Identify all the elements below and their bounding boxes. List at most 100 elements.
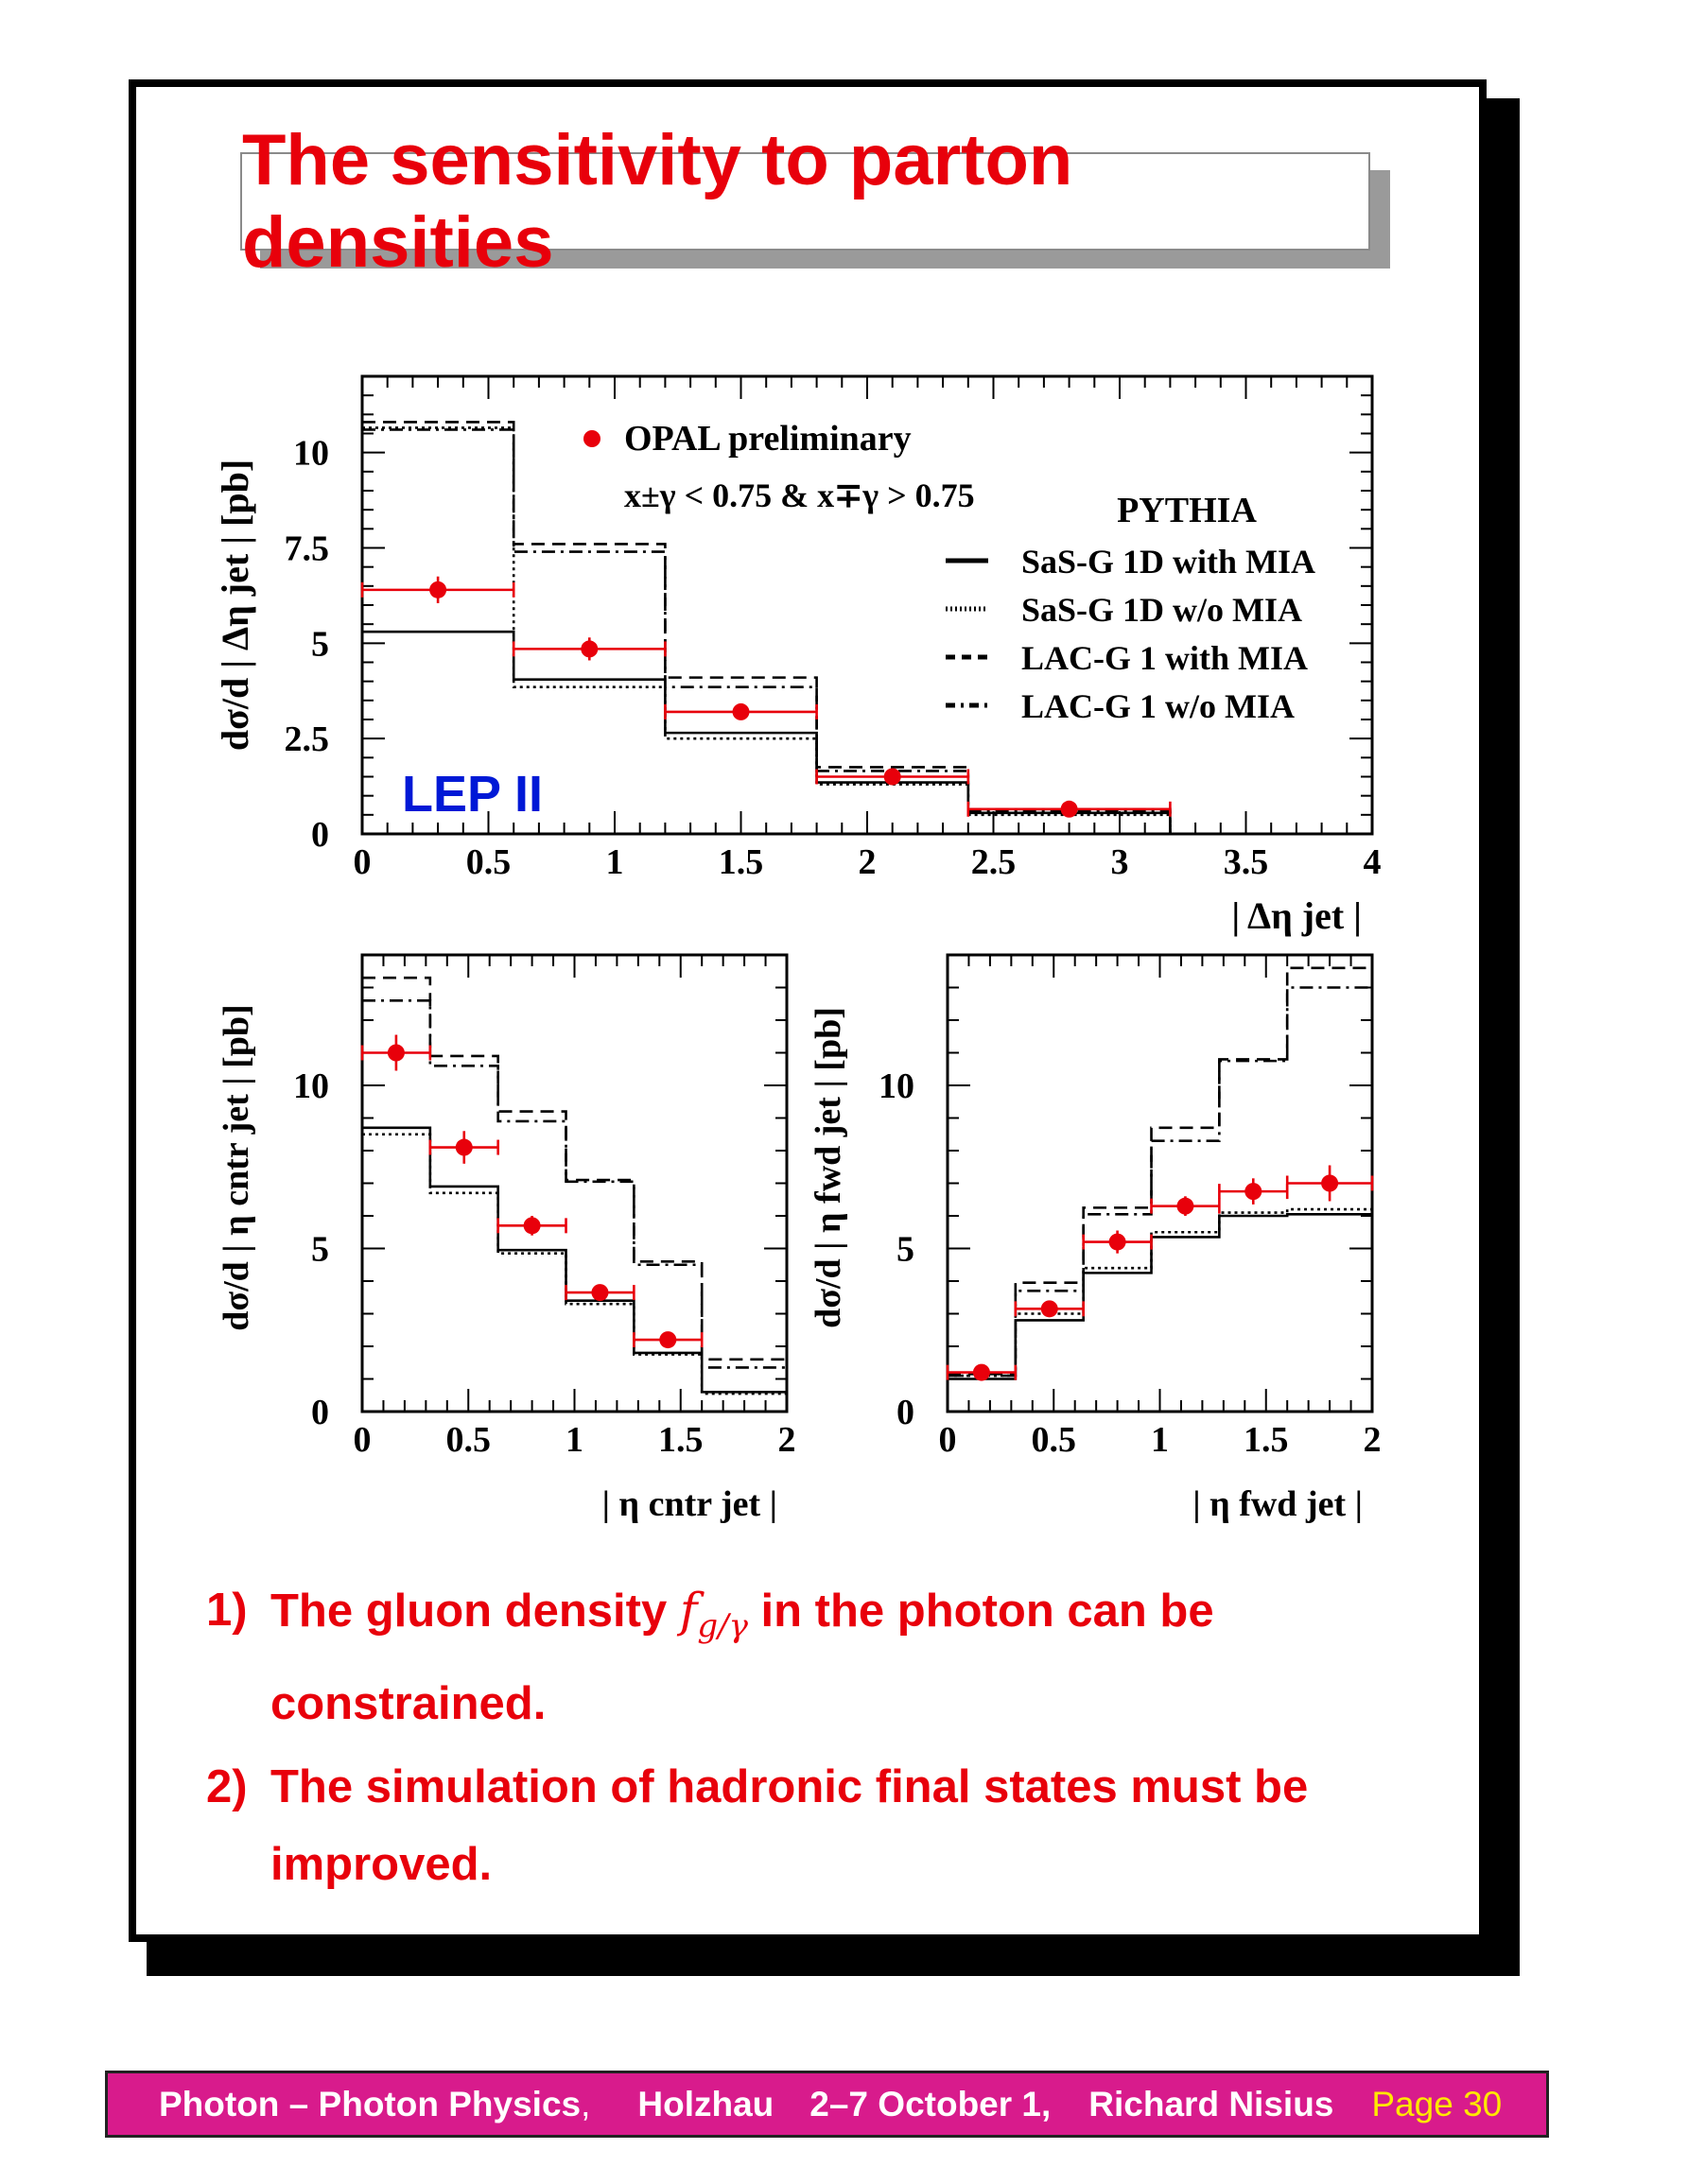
y-tick-label: 5 bbox=[896, 1230, 914, 1270]
data-point bbox=[360, 1034, 432, 1071]
legend-cut-label: x±γ < 0.75 & x∓γ > 0.75 bbox=[624, 477, 975, 514]
y-tick-label: 10 bbox=[879, 1066, 914, 1106]
series-line-dashdot bbox=[362, 428, 1372, 836]
data-point bbox=[565, 1284, 635, 1302]
legend-data-marker bbox=[583, 430, 600, 447]
data-point bbox=[946, 1363, 1018, 1381]
y-tick-label: 5 bbox=[311, 1230, 329, 1270]
data-marker bbox=[1040, 1300, 1058, 1318]
data-marker bbox=[1176, 1197, 1194, 1215]
plot-frame bbox=[360, 953, 789, 1413]
data-marker bbox=[591, 1284, 609, 1302]
x-tick-label: 2 bbox=[778, 1420, 796, 1460]
data-marker bbox=[732, 702, 750, 720]
y-tick-label: 10 bbox=[293, 1066, 329, 1106]
chart-panel-top: 0 0.5 1 1.5 2 2.5 3 3.5 4 0 2.5 5 7.5 10 | Δη jet | dσ/… bbox=[214, 374, 1382, 937]
data-point bbox=[512, 637, 667, 661]
series-line-dashed bbox=[948, 966, 1372, 1376]
conclusion-number: 2) bbox=[206, 1761, 248, 1812]
x-tick-label: 2.5 bbox=[971, 842, 1017, 882]
data-marker bbox=[523, 1217, 541, 1235]
x-axis-label: | η cntr jet | bbox=[602, 1484, 777, 1524]
x-axis-label: | Δη jet | bbox=[1231, 894, 1362, 937]
x-tick-label: 0.5 bbox=[1032, 1420, 1077, 1460]
y-axis-label: dσ/d | Δη jet | [pb] bbox=[214, 459, 256, 751]
data-point bbox=[966, 800, 1172, 818]
y-tick-label: 0 bbox=[896, 1393, 914, 1432]
data-point bbox=[633, 1331, 704, 1349]
data-marker bbox=[1060, 800, 1078, 818]
math-subscript: g/γ bbox=[697, 1607, 748, 1645]
y-tick-label: 0 bbox=[311, 1393, 329, 1432]
data-point bbox=[1082, 1230, 1153, 1254]
series-line-solid bbox=[362, 1126, 787, 1394]
legend-series-label: LAC-G 1 with MIA bbox=[1021, 639, 1308, 677]
footer-comma: , bbox=[581, 2084, 591, 2123]
y-tick-label: 0 bbox=[311, 815, 329, 855]
x-tick-label: 4 bbox=[1364, 842, 1382, 882]
data-marker bbox=[659, 1331, 677, 1349]
series-line-dotted bbox=[948, 1207, 1372, 1378]
y-axis-label: dσ/d | η fwd jet | [pb] bbox=[809, 1007, 848, 1328]
footer-title: Photon – Photon Physics bbox=[159, 2084, 582, 2123]
conclusions: 1) The gluon density fg/γ in the photon … bbox=[206, 1571, 1436, 1909]
data-point bbox=[1285, 1165, 1374, 1202]
legend-data-label: OPAL preliminary bbox=[624, 419, 912, 459]
chart-panel-bottom-left: 0 0.5 1 1.5 2 0 5 10 | η cntr jet | dσ/d | η cntr… bbox=[217, 953, 796, 1524]
chart-panel-bottom-right: 0 0.5 1 1.5 2 0 5 10 | η fwd jet | dσ/d | η fwd j… bbox=[809, 953, 1382, 1524]
conclusion-text-after: in the photon can be constrained. bbox=[270, 1586, 1214, 1729]
data-marker bbox=[972, 1363, 990, 1381]
data-point bbox=[428, 1131, 499, 1164]
lep-label: LEP II bbox=[402, 766, 543, 823]
data-point bbox=[496, 1216, 567, 1236]
footer-author: Richard Nisius bbox=[1088, 2084, 1334, 2123]
conclusion-number: 1) bbox=[206, 1585, 248, 1636]
data-marker bbox=[455, 1138, 473, 1156]
y-tick-label: 10 bbox=[293, 434, 329, 474]
x-tick-label: 1.5 bbox=[719, 842, 764, 882]
data-point bbox=[1150, 1196, 1221, 1216]
legend-title: PYTHIA bbox=[1117, 491, 1257, 530]
x-tick-label: 2 bbox=[859, 842, 877, 882]
math-f: f bbox=[679, 1583, 698, 1638]
x-tick-label: 1 bbox=[1151, 1420, 1169, 1460]
series-line-dashdot bbox=[362, 999, 787, 1369]
series-line-dashed bbox=[362, 976, 787, 1361]
x-tick-label: 0.5 bbox=[466, 842, 512, 882]
data-marker bbox=[1108, 1233, 1126, 1251]
conclusion-item-1: 1) The gluon density fg/γ in the photon … bbox=[206, 1571, 1436, 1742]
slide-frame bbox=[129, 79, 1487, 1942]
data-point bbox=[1014, 1300, 1085, 1318]
x-tick-label: 0.5 bbox=[446, 1420, 492, 1460]
data-marker bbox=[1244, 1183, 1262, 1201]
data-point bbox=[360, 576, 515, 603]
footer-place: Holzhau bbox=[637, 2084, 774, 2123]
legend-series-label: SaS-G 1D w/o MIA bbox=[1021, 591, 1302, 629]
y-axis-label: dσ/d | η cntr jet | [pb] bbox=[217, 1004, 256, 1330]
x-tick-label: 1 bbox=[606, 842, 624, 882]
data-marker bbox=[387, 1044, 405, 1062]
x-tick-label: 2 bbox=[1364, 1420, 1382, 1460]
series-line-dotted bbox=[362, 1133, 787, 1395]
legend-series-label: LAC-G 1 w/o MIA bbox=[1021, 687, 1295, 725]
x-tick-label: 0 bbox=[939, 1420, 957, 1460]
x-tick-label: 0 bbox=[354, 1420, 372, 1460]
conclusion-text-before: The gluon density bbox=[270, 1586, 680, 1637]
x-tick-label: 1 bbox=[566, 1420, 583, 1460]
data-marker bbox=[581, 640, 599, 658]
y-tick-label: 2.5 bbox=[285, 719, 330, 759]
footer-bar: Photon – Photon Physics, Holzhau 2–7 Oct… bbox=[105, 2071, 1549, 2138]
x-tick-label: 3.5 bbox=[1224, 842, 1269, 882]
legend-series-label: SaS-G 1D with MIA bbox=[1021, 543, 1315, 581]
y-tick-label: 5 bbox=[311, 624, 329, 664]
x-tick-label: 3 bbox=[1111, 842, 1129, 882]
data-point bbox=[664, 702, 818, 720]
x-tick-label: 1.5 bbox=[658, 1420, 704, 1460]
slide-title: The sensitivity to parton densities bbox=[242, 120, 1073, 283]
series-line-solid bbox=[948, 1212, 1372, 1380]
plots-area: 0 0.5 1 1.5 2 2.5 3 3.5 402.557.510| Δη jet |dσ/… bbox=[214, 374, 1382, 1524]
conclusion-item-2: 2) The simulation of hadronic final stat… bbox=[206, 1748, 1436, 1903]
gluon-density-symbol: fg/γ bbox=[679, 1583, 748, 1645]
data-marker bbox=[883, 768, 901, 786]
conclusion-text: The simulation of hadronic final states … bbox=[270, 1761, 1309, 1890]
